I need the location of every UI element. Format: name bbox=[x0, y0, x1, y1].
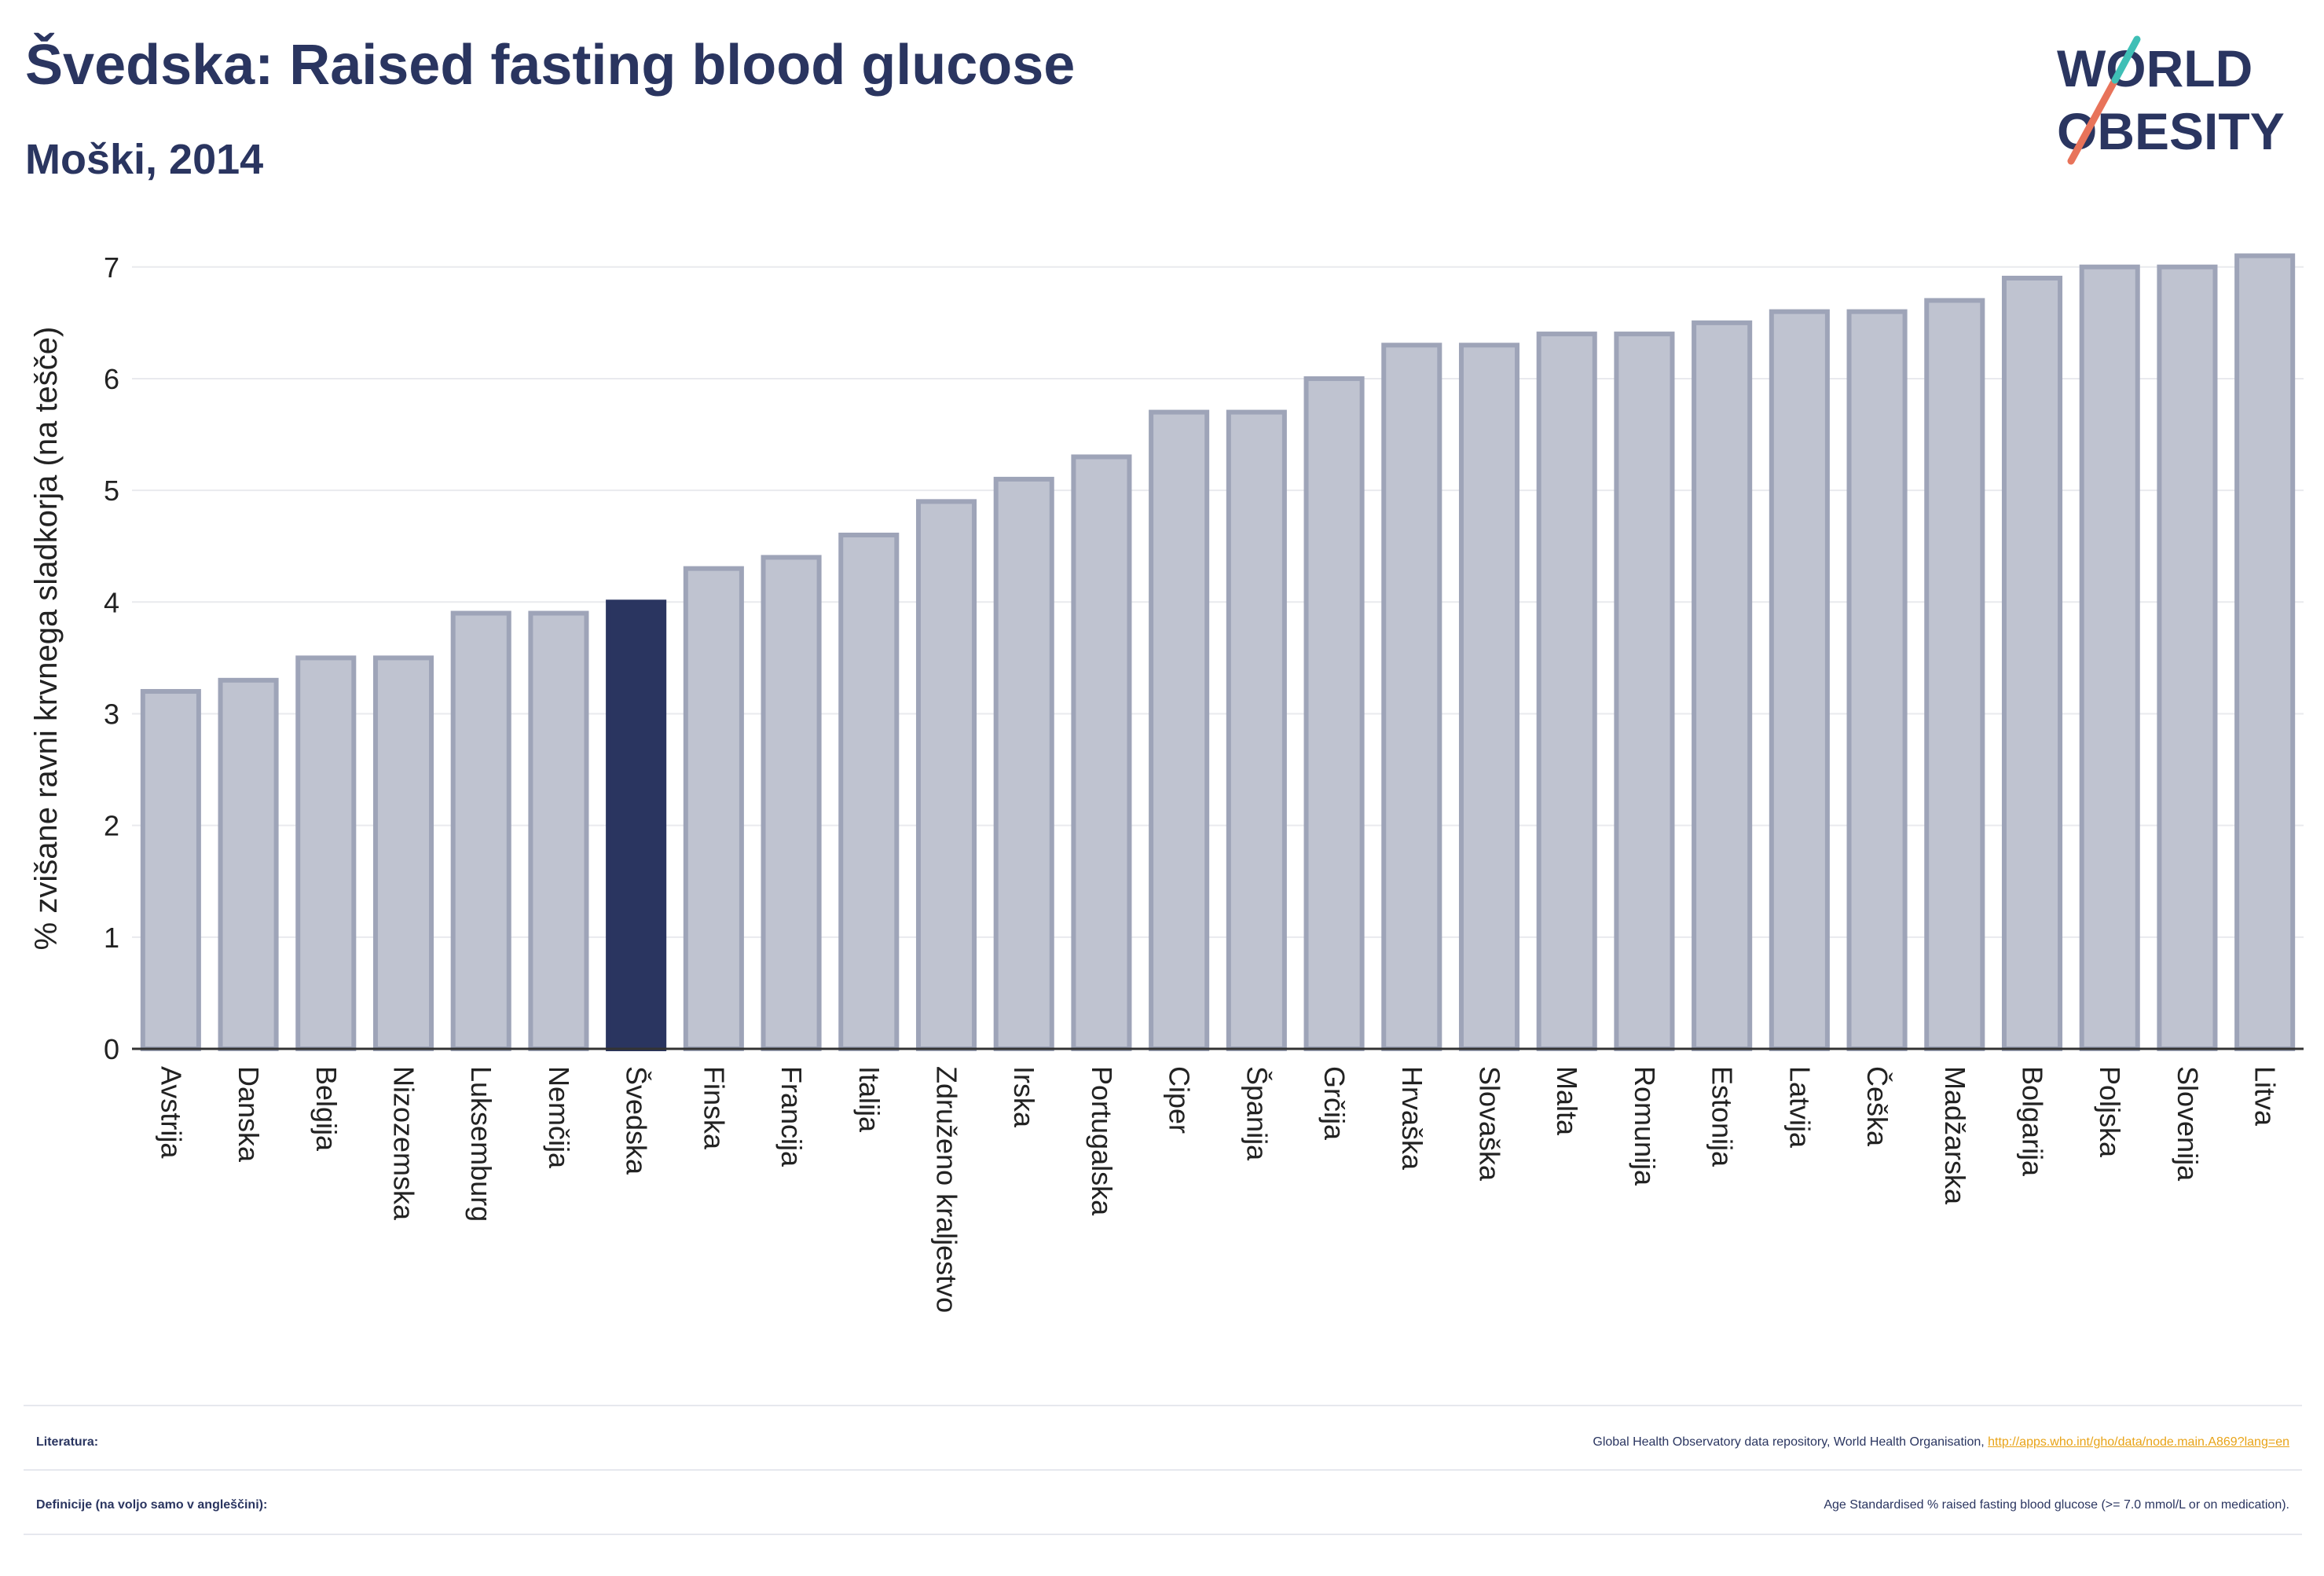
bar bbox=[528, 610, 589, 1051]
bar bbox=[1769, 309, 1830, 1052]
y-tick-label: 2 bbox=[104, 810, 119, 842]
x-tick-label: Bolgarija bbox=[2017, 1066, 2049, 1177]
y-tick-label: 6 bbox=[104, 363, 119, 395]
y-tick-labels: 0 1 2 3 4 5 6 7 bbox=[104, 251, 119, 1065]
footer-definitions-row: Definicije (na voljo samo v angleščini):… bbox=[24, 1474, 2302, 1537]
x-tick-label: Estonija bbox=[1706, 1066, 1739, 1167]
chart-title: Švedska: Raised fasting blood glucose bbox=[25, 34, 1076, 97]
x-tick-label: Grčija bbox=[1318, 1066, 1351, 1141]
bar bbox=[1536, 332, 1597, 1051]
world-obesity-logo: WORLD OBESITY bbox=[2057, 35, 2285, 165]
footer-divider-bottom bbox=[24, 1534, 2302, 1535]
definitions-text: Age Standardised % raised fasting blood … bbox=[1824, 1498, 2289, 1512]
bar bbox=[450, 610, 511, 1051]
footer-sources-row: Literatura: Global Health Observatory da… bbox=[24, 1411, 2302, 1474]
footer-divider-top bbox=[24, 1405, 2302, 1406]
bar bbox=[218, 677, 279, 1052]
x-tick-label: Nemčija bbox=[543, 1066, 575, 1169]
footer-divider-middle bbox=[24, 1469, 2302, 1471]
bar bbox=[1924, 298, 1985, 1051]
x-tick-label: Ciper bbox=[1164, 1066, 1196, 1134]
x-tick-label: Hrvaška bbox=[1396, 1066, 1428, 1171]
y-tick-label: 5 bbox=[104, 475, 119, 507]
bar-highlighted bbox=[606, 599, 667, 1051]
x-tick-label: Danska bbox=[233, 1066, 265, 1163]
y-tick-label: 4 bbox=[104, 586, 119, 618]
x-tick-label: Latvija bbox=[1783, 1066, 1816, 1149]
y-axis-title: % zvišane ravni krvnega sladkorja (na te… bbox=[29, 327, 64, 951]
x-tick-label: Poljska bbox=[2094, 1066, 2126, 1158]
x-tick-label: Madžarska bbox=[1939, 1066, 1971, 1205]
x-tick-label: Malta bbox=[1551, 1066, 1583, 1136]
bar bbox=[1226, 409, 1287, 1051]
bar bbox=[1381, 343, 1442, 1051]
sources-link[interactable]: http://apps.who.int/gho/data/node.main.A… bbox=[1988, 1435, 2289, 1449]
bar bbox=[761, 555, 822, 1051]
bar bbox=[2001, 275, 2063, 1051]
bar bbox=[2234, 253, 2296, 1052]
x-tick-label: Slovaška bbox=[1474, 1066, 1506, 1182]
bar bbox=[2079, 264, 2140, 1051]
bar bbox=[838, 532, 900, 1051]
logo-slash-teal bbox=[2111, 35, 2141, 84]
bar-chart: 0 1 2 3 4 5 6 7 Avstrija Danska Belgija Nizozemska… bbox=[29, 251, 2304, 1313]
bar bbox=[1846, 309, 1908, 1052]
x-tick-label: Češka bbox=[1861, 1066, 1893, 1147]
logo-slash-coral bbox=[2067, 76, 2119, 165]
bar bbox=[140, 689, 201, 1051]
x-tick-label: Španija bbox=[1241, 1066, 1273, 1161]
chart-subtitle: Moški, 2014 bbox=[25, 136, 264, 183]
x-tick-labels: Avstrija Danska Belgija Nizozemska Luksembur… bbox=[155, 1066, 2281, 1313]
sources-text: Global Health Observatory data repositor… bbox=[1593, 1435, 1989, 1449]
x-tick-label: Avstrija bbox=[155, 1066, 187, 1159]
x-tick-label: Švedska bbox=[621, 1066, 653, 1175]
bar bbox=[915, 499, 977, 1051]
x-tick-label: Italija bbox=[853, 1066, 885, 1133]
definitions-label: Definicije (na voljo samo v angleščini): bbox=[36, 1498, 268, 1512]
y-tick-label: 1 bbox=[104, 922, 119, 954]
bar bbox=[1458, 343, 1520, 1051]
y-tick-label: 3 bbox=[104, 698, 119, 730]
bar bbox=[1071, 454, 1132, 1051]
bar bbox=[993, 476, 1054, 1051]
x-tick-label: Nizozemska bbox=[388, 1066, 420, 1221]
x-tick-label: Francija bbox=[775, 1066, 808, 1167]
bar bbox=[372, 655, 434, 1052]
bar bbox=[2157, 264, 2218, 1051]
bar bbox=[1149, 409, 1210, 1051]
x-tick-label: Irska bbox=[1008, 1066, 1040, 1128]
y-tick-label: 7 bbox=[104, 251, 119, 284]
x-tick-label: Belgija bbox=[310, 1066, 343, 1152]
bar bbox=[295, 655, 357, 1052]
bar bbox=[1614, 332, 1675, 1051]
bars bbox=[140, 253, 2296, 1052]
x-tick-label: Luksemburg bbox=[465, 1066, 497, 1222]
bar bbox=[1303, 376, 1365, 1051]
x-tick-label: Litva bbox=[2249, 1066, 2282, 1127]
sources-value: Global Health Observatory data repositor… bbox=[1593, 1435, 2289, 1450]
bar bbox=[683, 566, 744, 1051]
x-tick-label: Slovenija bbox=[2172, 1066, 2204, 1182]
x-tick-label: Združeno kraljestvo bbox=[931, 1066, 963, 1313]
logo-line1: WORLD bbox=[2057, 39, 2253, 97]
x-tick-label: Romunija bbox=[1629, 1066, 1661, 1186]
sources-label: Literatura: bbox=[36, 1435, 99, 1449]
bar bbox=[1692, 320, 1753, 1051]
y-tick-label: 0 bbox=[104, 1033, 119, 1065]
x-tick-label: Finska bbox=[698, 1066, 730, 1150]
x-tick-label: Portugalska bbox=[1086, 1066, 1118, 1216]
